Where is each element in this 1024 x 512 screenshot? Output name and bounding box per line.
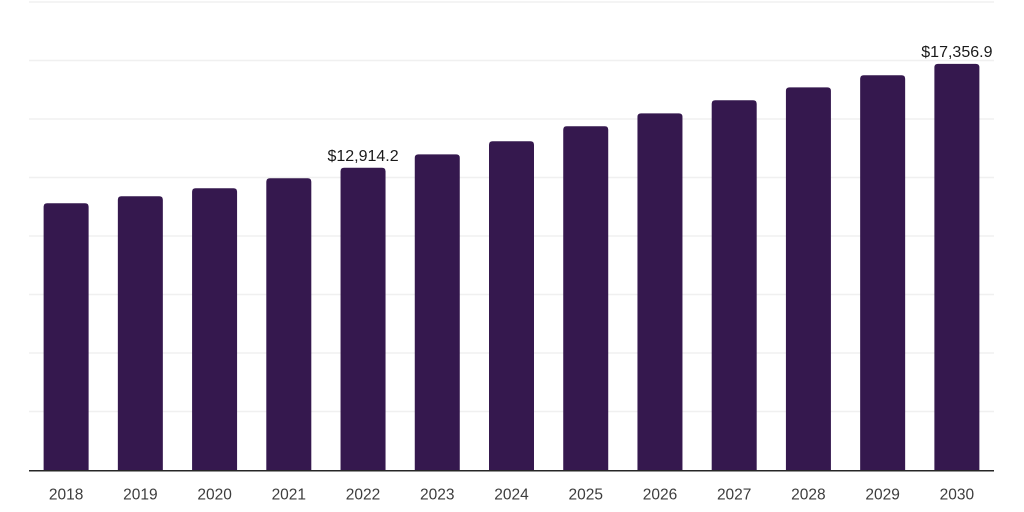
bar-2022[interactable] — [340, 167, 386, 470]
bar-2018[interactable] — [43, 203, 89, 471]
bar-2019[interactable] — [117, 196, 163, 470]
x-tick-label-2020: 2020 — [197, 487, 232, 504]
bar-2020[interactable] — [192, 188, 238, 470]
bar-2027[interactable] — [711, 100, 757, 470]
bar-2026[interactable] — [637, 113, 683, 470]
x-tick-label-2028: 2028 — [791, 487, 825, 504]
x-tick-label-2027: 2027 — [717, 487, 751, 504]
bar-2028[interactable] — [785, 87, 831, 470]
bar-2030[interactable] — [934, 63, 980, 470]
x-tick-label-2023: 2023 — [420, 487, 454, 504]
x-tick-label-2029: 2029 — [865, 487, 899, 504]
bar-2021[interactable] — [266, 178, 312, 470]
data-label-2030: $17,356.9 — [921, 44, 992, 61]
bar-2029[interactable] — [860, 75, 906, 470]
bar-2023[interactable] — [414, 154, 460, 471]
x-tick-label-2022: 2022 — [346, 487, 380, 504]
x-tick-label-2018: 2018 — [49, 487, 83, 504]
bar-2025[interactable] — [563, 126, 609, 470]
x-tick-label-2024: 2024 — [494, 487, 529, 504]
x-tick-label-2026: 2026 — [643, 487, 677, 504]
x-tick-label-2019: 2019 — [123, 487, 157, 504]
x-tick-label-2025: 2025 — [568, 487, 602, 504]
x-tick-label-2021: 2021 — [272, 487, 306, 504]
bar-2024[interactable] — [489, 141, 534, 471]
data-label-2022: $12,914.2 — [327, 148, 398, 165]
x-tick-label-2030: 2030 — [940, 487, 975, 504]
